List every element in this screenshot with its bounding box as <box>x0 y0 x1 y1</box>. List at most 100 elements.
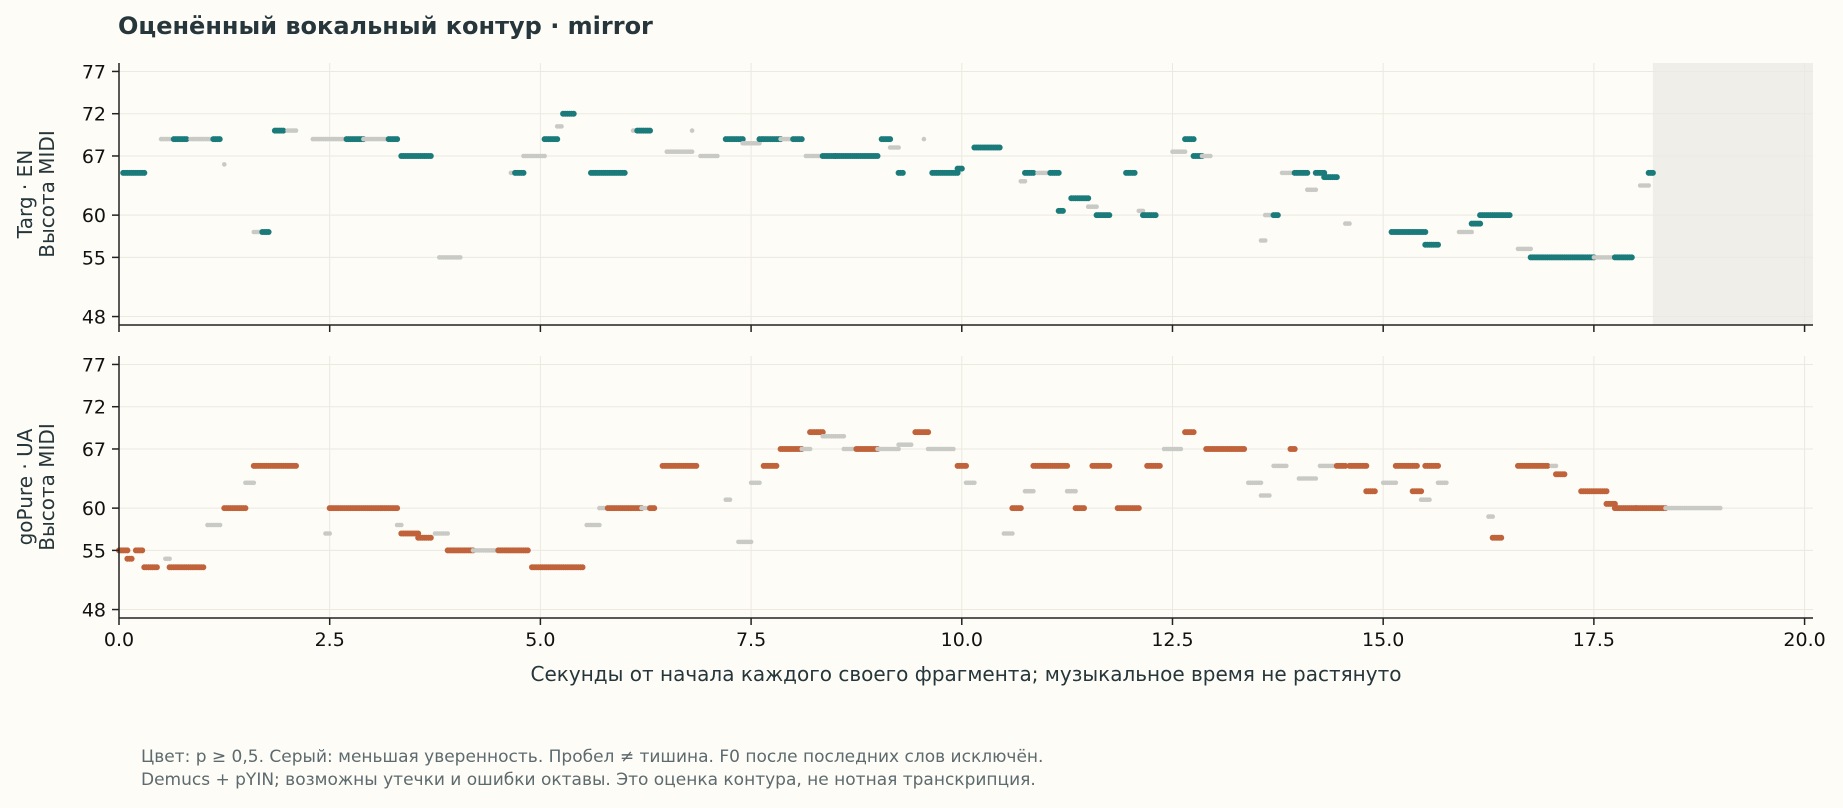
pitch-point-low-confidence <box>542 153 547 159</box>
pitch-point <box>1498 534 1505 541</box>
y-axis-label-line: goPure · UA <box>13 428 37 545</box>
pitch-point-low-confidence <box>1393 480 1399 486</box>
pitch-point-low-confidence <box>559 124 564 129</box>
pitch-point-low-confidence <box>167 556 172 562</box>
pitch-point-low-confidence <box>1010 531 1015 536</box>
pitch-point-low-confidence <box>458 255 463 260</box>
pitch-point <box>1649 169 1656 176</box>
y-tick-label: 55 <box>82 247 106 269</box>
pitch-point <box>647 127 653 134</box>
pitch-point <box>874 153 881 159</box>
pitch-point <box>1241 446 1248 452</box>
pitch-point <box>819 429 826 436</box>
pitch-point <box>394 505 401 512</box>
pitch-point <box>570 110 577 117</box>
pitch-point-low-confidence <box>1427 497 1432 503</box>
pitch-point <box>1506 212 1513 219</box>
pitch-point <box>958 165 965 172</box>
pitch-point <box>1342 462 1349 469</box>
footnote-line-1: Цвет: p ≥ 0,5. Серый: меньшая уверенност… <box>141 747 1043 767</box>
pitch-point-low-confidence <box>222 162 227 167</box>
pitch-point <box>1064 462 1071 469</box>
y-axis-label: goPure · UAВысота MIDI <box>13 423 59 550</box>
pitch-point-low-confidence <box>715 153 720 159</box>
pitch-point-low-confidence <box>1553 463 1559 469</box>
pitch-point <box>1274 212 1281 219</box>
pitch-point <box>798 136 805 143</box>
pitch-point-low-confidence <box>293 128 299 133</box>
pitch-point <box>394 136 401 143</box>
pitch-point-low-confidence <box>1031 488 1036 494</box>
pitch-point <box>524 547 531 554</box>
pitch-point-low-confidence <box>1444 480 1449 486</box>
pitch-point <box>1190 429 1197 436</box>
pitch-point-low-confidence <box>757 480 762 486</box>
pitch-point-low-confidence <box>1094 204 1099 209</box>
pitch-point-low-confidence <box>1182 149 1188 154</box>
y-axis-label-line: Targ · EN <box>13 150 37 239</box>
pitch-point <box>1422 229 1429 235</box>
y-tick-label: 77 <box>82 61 106 83</box>
pitch-point <box>1017 505 1024 512</box>
pitch-point <box>139 547 146 554</box>
pitch-point-low-confidence <box>727 497 733 503</box>
panel-targ-en: 48 55 60 67 72 77 Targ · ENВысота MIDI <box>13 61 1813 332</box>
y-tick-label: 55 <box>82 540 106 562</box>
x-tick-label: 7.5 <box>736 629 766 651</box>
pitch-point-low-confidence <box>1022 179 1028 184</box>
x-tick-label: 20.0 <box>1783 629 1825 651</box>
pitch-point <box>887 136 894 143</box>
pitch-point-low-confidence <box>1073 488 1078 494</box>
pitch-point <box>899 169 906 176</box>
pitch-point-low-confidence <box>748 539 754 545</box>
x-axis-label: Секунды от начала каждого своего фрагмен… <box>531 662 1402 686</box>
pitch-point <box>1085 195 1092 202</box>
y-tick-label: 72 <box>82 397 106 419</box>
pitch-point-low-confidence <box>1262 238 1268 243</box>
y-tick-label: 67 <box>82 439 106 461</box>
pitch-point <box>1413 462 1420 469</box>
pitch-point <box>1363 462 1370 469</box>
pitch-point <box>427 153 434 159</box>
pitch-point-low-confidence <box>597 522 602 528</box>
pitch-point-low-confidence <box>951 446 956 452</box>
pitch-point <box>242 505 249 512</box>
pitch-point <box>216 136 223 143</box>
pitch-point <box>1152 212 1159 219</box>
pitch-point-low-confidence <box>896 446 901 452</box>
y-tick-label: 60 <box>82 498 106 520</box>
pitch-point <box>128 555 135 562</box>
panel-gopure-ua: 48 55 60 67 72 77 0.0 2.5 5.0 7.5 10.0 12.5 15.0 17.5… <box>13 354 1826 651</box>
pitch-point-low-confidence <box>1313 187 1319 193</box>
x-tick-label: 15.0 <box>1362 629 1404 651</box>
pitch-point <box>124 547 131 554</box>
pitch-point <box>1106 212 1113 219</box>
pitch-point-low-confidence <box>1178 446 1184 452</box>
pitch-point <box>651 505 658 512</box>
pitch-point <box>1131 169 1138 176</box>
y-tick-label: 48 <box>82 307 106 329</box>
pitch-point-low-confidence <box>908 442 914 448</box>
pitch-point <box>621 169 628 176</box>
pitch-point-low-confidence <box>972 480 977 486</box>
pitch-point <box>579 564 586 571</box>
pitch-point <box>739 136 746 143</box>
pitch-point <box>1291 446 1298 452</box>
y-tick-label: 60 <box>82 205 106 227</box>
pitch-point <box>1435 462 1441 469</box>
pitch-point-low-confidence <box>896 145 901 150</box>
pitch-point-low-confidence <box>399 522 404 528</box>
y-tick-label: 48 <box>82 600 106 622</box>
x-tick-label: 5.0 <box>525 629 555 651</box>
pitch-point-low-confidence <box>689 149 695 154</box>
y-axis-label-line: Высота MIDI <box>35 423 59 550</box>
pitch-point-low-confidence <box>921 136 927 142</box>
pitch-point-low-confidence <box>1490 514 1495 519</box>
y-tick-label: 72 <box>82 104 106 126</box>
pitch-point <box>693 462 700 469</box>
pitch-point-low-confidence <box>841 434 847 439</box>
pitch-point-low-confidence <box>1469 229 1474 235</box>
footnote-line-2: Demucs + pYIN; возможны утечки и ошибки … <box>141 770 1036 790</box>
pitch-point <box>1561 471 1568 478</box>
